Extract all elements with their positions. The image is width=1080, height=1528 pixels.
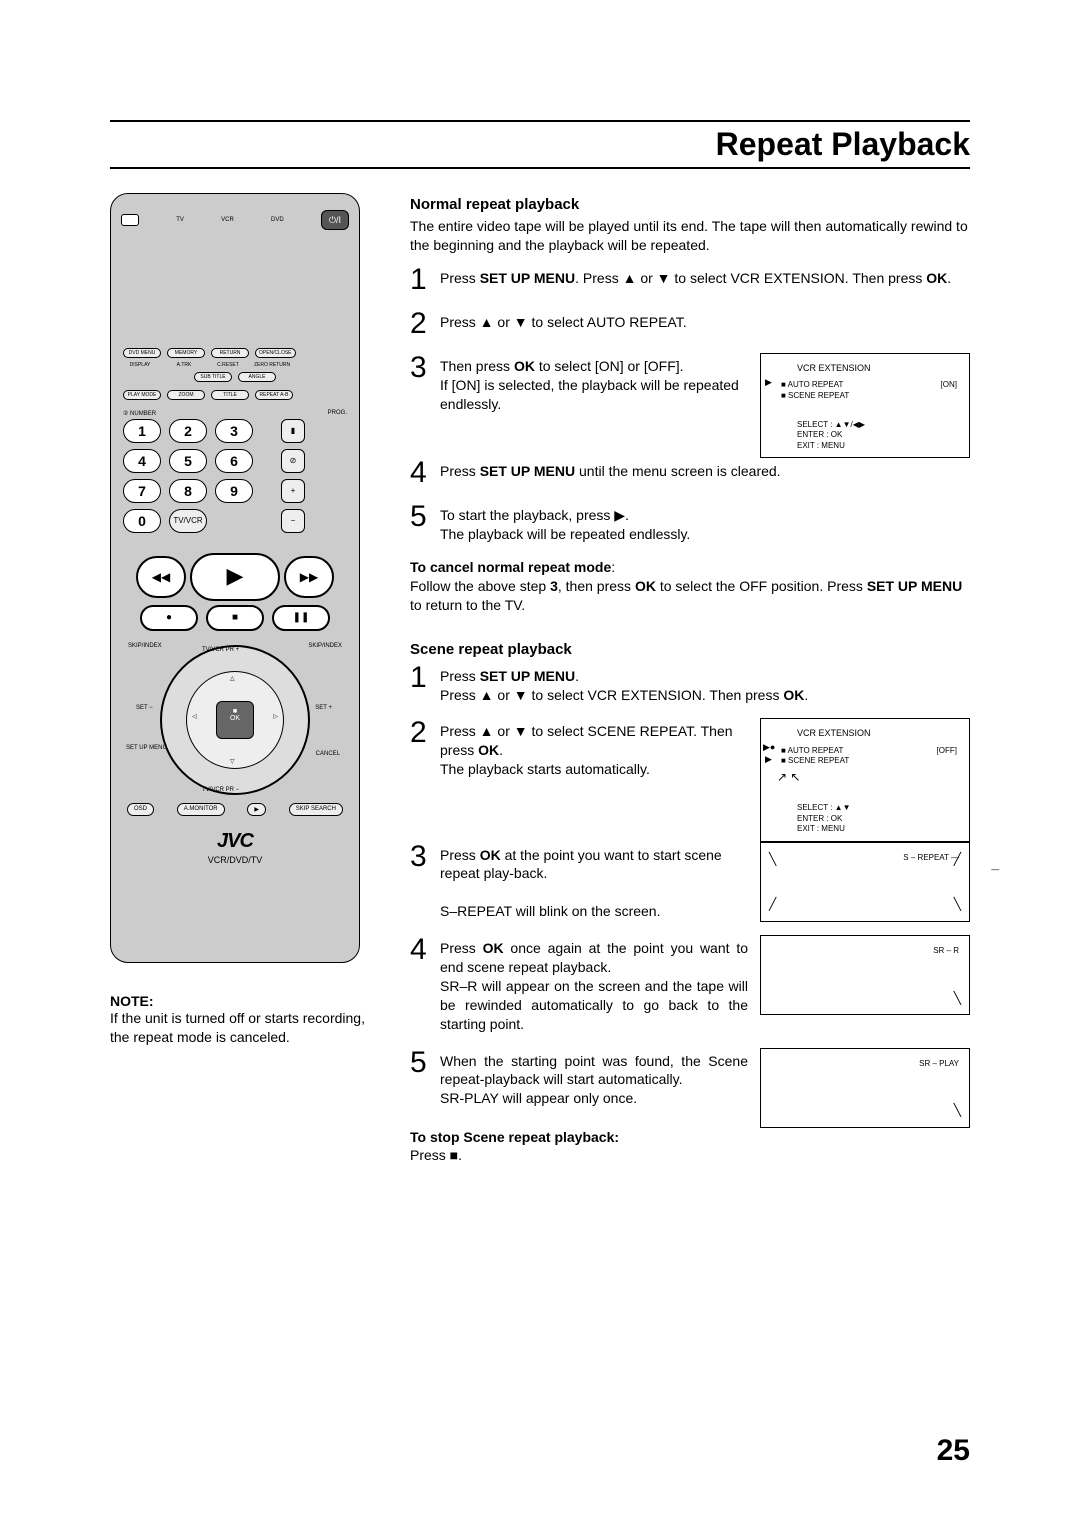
dvd-menu-button: DVD MENU (123, 348, 161, 358)
step-2-body: Press ▲ or ▼ to select AUTO REPEAT. (440, 309, 970, 332)
amonitor-button: A.MONITOR (177, 803, 225, 816)
page-title: Repeat Playback (110, 126, 970, 163)
return-button: RETURN (211, 348, 249, 358)
brand-logo: JVC (121, 830, 349, 853)
normal-intro: The entire video tape will be played unt… (410, 217, 970, 255)
osd-button: OSD (127, 803, 154, 816)
scene-step-3-body: Press OK at the point you want to start … (440, 842, 748, 922)
rewind-button: ◀◀ (136, 556, 186, 598)
zoom-button: ZOOM (167, 390, 205, 400)
scene-step-4-body: Press OK once again at the point you wan… (440, 935, 748, 1033)
osd-screen-3: ╲╱ — S – REPEAT — ╱╲ (760, 842, 970, 922)
num-6: 6 (215, 449, 253, 473)
number-label: ② NUMBER (123, 410, 156, 417)
ok-button: ■OK (216, 701, 254, 739)
prog-label: PROG. (328, 410, 347, 417)
slow-button: ▶ (247, 803, 266, 816)
playmode-button: PLAY MODE (123, 390, 161, 400)
step-5-body: To start the playback, press ▶. The play… (440, 502, 970, 544)
step-1: 1 (410, 265, 432, 295)
scene-step-2: 2 (410, 718, 432, 748)
stop-scene: To stop Scene repeat playback: Press ■. (410, 1128, 710, 1166)
osd-screen-2: VCR EXTENSION ▶● ■ AUTO REPEAT[OFF] ▶ ■ … (760, 718, 970, 841)
left-column: TV VCR DVD ⏻/I DVD MENU MEMORY RETURN OP… (110, 193, 380, 1175)
num-3: 3 (215, 419, 253, 443)
power-button: ⏻/I (321, 210, 349, 230)
scene-step-5: 5 (410, 1048, 432, 1078)
ffwd-button: ▶▶ (284, 556, 334, 598)
brand-sub: VCR/DVD/TV (121, 855, 349, 865)
num-4: 4 (123, 449, 161, 473)
note-heading: NOTE: (110, 993, 380, 1009)
step-1-body: Press SET UP MENU. Press ▲ or ▼ to selec… (440, 265, 970, 288)
scene-step-1-body: Press SET UP MENU. Press ▲ or ▼ to selec… (440, 663, 970, 705)
scene-step-3: 3 (410, 842, 432, 872)
scene-step-2-body: Press ▲ or ▼ to select SCENE REPEAT. The… (440, 718, 748, 779)
top-label-dvd: DVD (271, 217, 284, 223)
prog-button: ▮ (281, 419, 305, 443)
memory-button: MEMORY (167, 348, 205, 358)
title-button: TITLE (211, 390, 249, 400)
note-text: If the unit is turned off or starts reco… (110, 1009, 380, 1047)
title-bar: Repeat Playback (110, 120, 970, 169)
page-number: 25 (937, 1434, 970, 1468)
scene-step-5-body: When the starting point was found, the S… (440, 1048, 748, 1109)
nav-ring: ■OK TV/VCR PR + TV/VCR PR − △ ▽ ◁ ▷ SKIP… (160, 645, 310, 795)
step-4: 4 (410, 458, 432, 488)
num-2: 2 (169, 419, 207, 443)
num-0: 0 (123, 509, 161, 533)
top-label-tv: TV (176, 217, 184, 223)
open-close-button: OPEN/CLOSE (255, 348, 296, 358)
rec-button: ● (140, 605, 198, 631)
step-2: 2 (410, 309, 432, 339)
remote-control: TV VCR DVD ⏻/I DVD MENU MEMORY RETURN OP… (110, 193, 360, 963)
tvvcr-button: TV/VCR (169, 509, 207, 533)
timer-button: ⊘ (281, 449, 305, 473)
step-3-body: Then press OK to select [ON] or [OFF]. I… (440, 353, 748, 414)
play-button: ▶ (190, 553, 280, 601)
setup-menu-button: SET UP MENU (126, 745, 167, 751)
scene-heading: Scene repeat playback (410, 640, 970, 660)
num-5: 5 (169, 449, 207, 473)
subtitle-button: SUB TITLE (194, 372, 232, 382)
step-3: 3 (410, 353, 432, 383)
mode-switch (121, 214, 139, 226)
right-column: Normal repeat playback The entire video … (410, 193, 970, 1175)
pause-button: ❚❚ (272, 605, 330, 631)
plus-button: + (281, 479, 305, 503)
minus-button: − (281, 509, 305, 533)
cancel-normal: To cancel normal repeat mode: Follow the… (410, 558, 970, 615)
angle-button: ANGLE (238, 372, 276, 382)
num-8: 8 (169, 479, 207, 503)
normal-heading: Normal repeat playback (410, 195, 970, 215)
num-9: 9 (215, 479, 253, 503)
num-1: 1 (123, 419, 161, 443)
step-4-body: Press SET UP MENU until the menu screen … (440, 458, 970, 481)
num-7: 7 (123, 479, 161, 503)
scene-step-1: 1 (410, 663, 432, 693)
skip-search-button: SKIP SEARCH (289, 803, 343, 816)
step-5: 5 (410, 502, 432, 532)
repeat-ab-button: REPEAT A-B (255, 390, 293, 400)
osd-screen-5: SR – PLAY ╲ (760, 1048, 970, 1128)
osd-screen-4: SR – R ╲ (760, 935, 970, 1015)
cancel-button: CANCEL (316, 751, 340, 757)
top-label-vcr: VCR (221, 217, 234, 223)
stop-button: ■ (206, 605, 264, 631)
scene-step-4: 4 (410, 935, 432, 965)
osd-screen-1: VCR EXTENSION ▶ ■ AUTO REPEAT[ON] ■ SCEN… (760, 353, 970, 458)
